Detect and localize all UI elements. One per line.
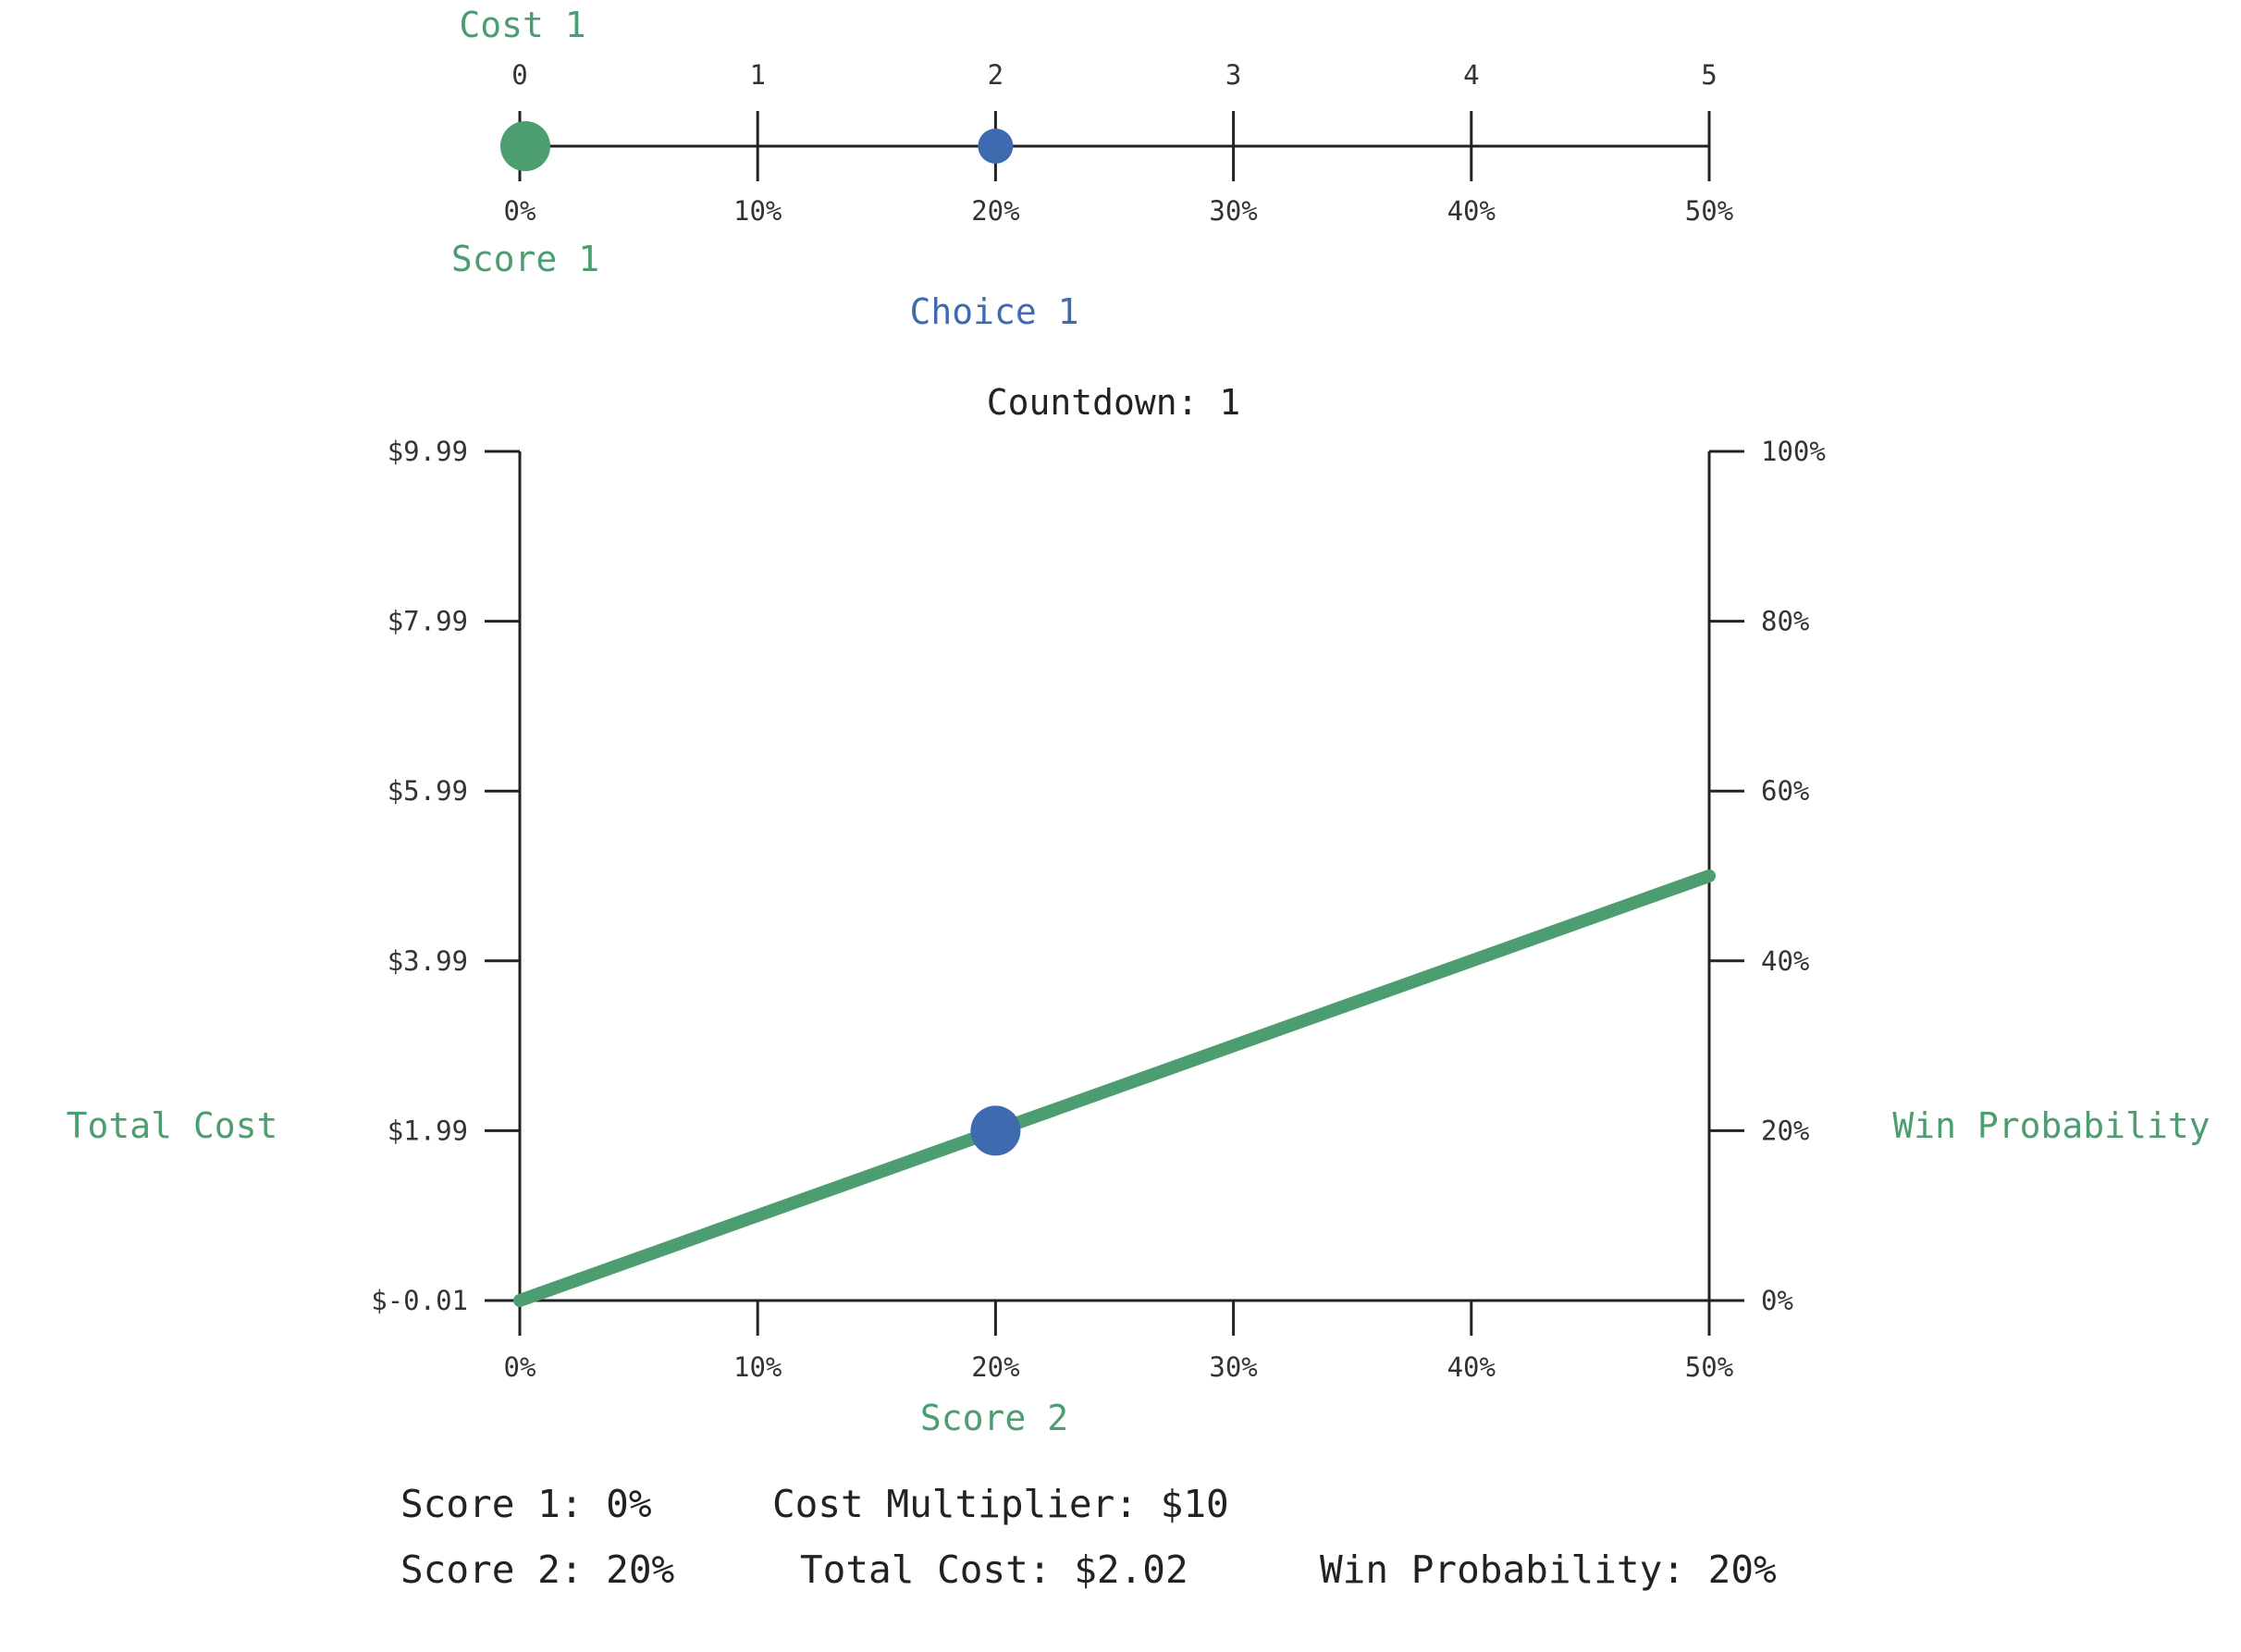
slider-bottom-tick-label: 50%: [1685, 195, 1733, 227]
left-y-tick-label: $5.99: [388, 775, 468, 807]
score-1-label: Score 1: [451, 239, 599, 279]
slider-top-tick-label: 5: [1701, 59, 1717, 91]
left-y-tick-label: $3.99: [388, 945, 468, 977]
right-y-tick-label: 80%: [1761, 606, 1809, 637]
slider-top-tick-labels: 0 1 2 3 4 5: [511, 59, 1717, 91]
slider-top-tick-label: 2: [988, 59, 1004, 91]
info-panel: Score 1: 0% Cost Multiplier: $10 Score 2…: [400, 1482, 1777, 1592]
x-tick-label: 50%: [1685, 1351, 1733, 1383]
right-y-tick-label: 40%: [1761, 945, 1809, 977]
total-cost-readout: Total Cost: $2.02: [800, 1547, 1188, 1592]
choice-1-slider-handle[interactable]: [978, 129, 1014, 164]
slider-bottom-tick-label: 30%: [1209, 195, 1257, 227]
cost-multiplier-readout: Cost Multiplier: $10: [772, 1482, 1229, 1526]
x-tick-label: 0%: [504, 1351, 536, 1383]
right-y-tick-label: 0%: [1761, 1285, 1793, 1316]
slider-bottom-tick-label: 10%: [733, 195, 782, 227]
slider-top-tick-label: 3: [1225, 59, 1241, 91]
cost-1-label: Cost 1: [459, 5, 585, 45]
left-y-tick-label: $-0.01: [371, 1285, 468, 1316]
score-1-slider-handle[interactable]: [500, 121, 550, 171]
choice-point-marker[interactable]: [970, 1105, 1021, 1156]
right-y-ticks: 0% 20% 40% 60% 80% 100%: [1709, 436, 1826, 1316]
slider-bottom-tick-labels: 0% 10% 20% 30% 40% 50%: [504, 195, 1734, 227]
score-2-axis-label: Score 2: [920, 1398, 1068, 1438]
win-probability-readout: Win Probability: 20%: [1320, 1547, 1777, 1592]
left-y-tick-label: $1.99: [388, 1115, 468, 1146]
slider-top-tick-label: 4: [1463, 59, 1479, 91]
left-y-tick-label: $9.99: [388, 436, 468, 467]
score-2-readout: Score 2: 20%: [400, 1547, 675, 1592]
slider-top-tick-label: 1: [749, 59, 765, 91]
cost-probability-chart: $-0.01 $1.99 $3.99 $5.99 $7.99 $9.99 0% 20% 40%…: [67, 436, 2210, 1438]
left-y-tick-label: $7.99: [388, 606, 468, 637]
right-y-tick-label: 60%: [1761, 775, 1809, 807]
win-probability-axis-label: Win Probability: [1892, 1105, 2210, 1146]
left-y-ticks: $-0.01 $1.99 $3.99 $5.99 $7.99 $9.99: [371, 436, 520, 1316]
x-tick-label: 10%: [733, 1351, 782, 1383]
slider-top-tick-label: 0: [511, 59, 527, 91]
choice-1-label: Choice 1: [909, 291, 1078, 332]
slider-bottom-tick-label: 40%: [1447, 195, 1496, 227]
x-ticks: 0% 10% 20% 30% 40% 50%: [504, 1301, 1733, 1383]
slider-bottom-tick-label: 0%: [504, 195, 536, 227]
score-1-readout: Score 1: 0%: [400, 1482, 652, 1526]
countdown-label: Countdown: 1: [987, 382, 1241, 423]
x-tick-label: 30%: [1209, 1351, 1257, 1383]
total-cost-line: [513, 869, 1716, 1307]
slider-bottom-tick-label: 20%: [971, 195, 1019, 227]
x-tick-label: 40%: [1447, 1351, 1496, 1383]
right-y-tick-label: 100%: [1761, 436, 1826, 467]
right-y-tick-label: 20%: [1761, 1115, 1809, 1146]
x-tick-label: 20%: [971, 1351, 1019, 1383]
total-cost-axis-label: Total Cost: [67, 1105, 278, 1146]
